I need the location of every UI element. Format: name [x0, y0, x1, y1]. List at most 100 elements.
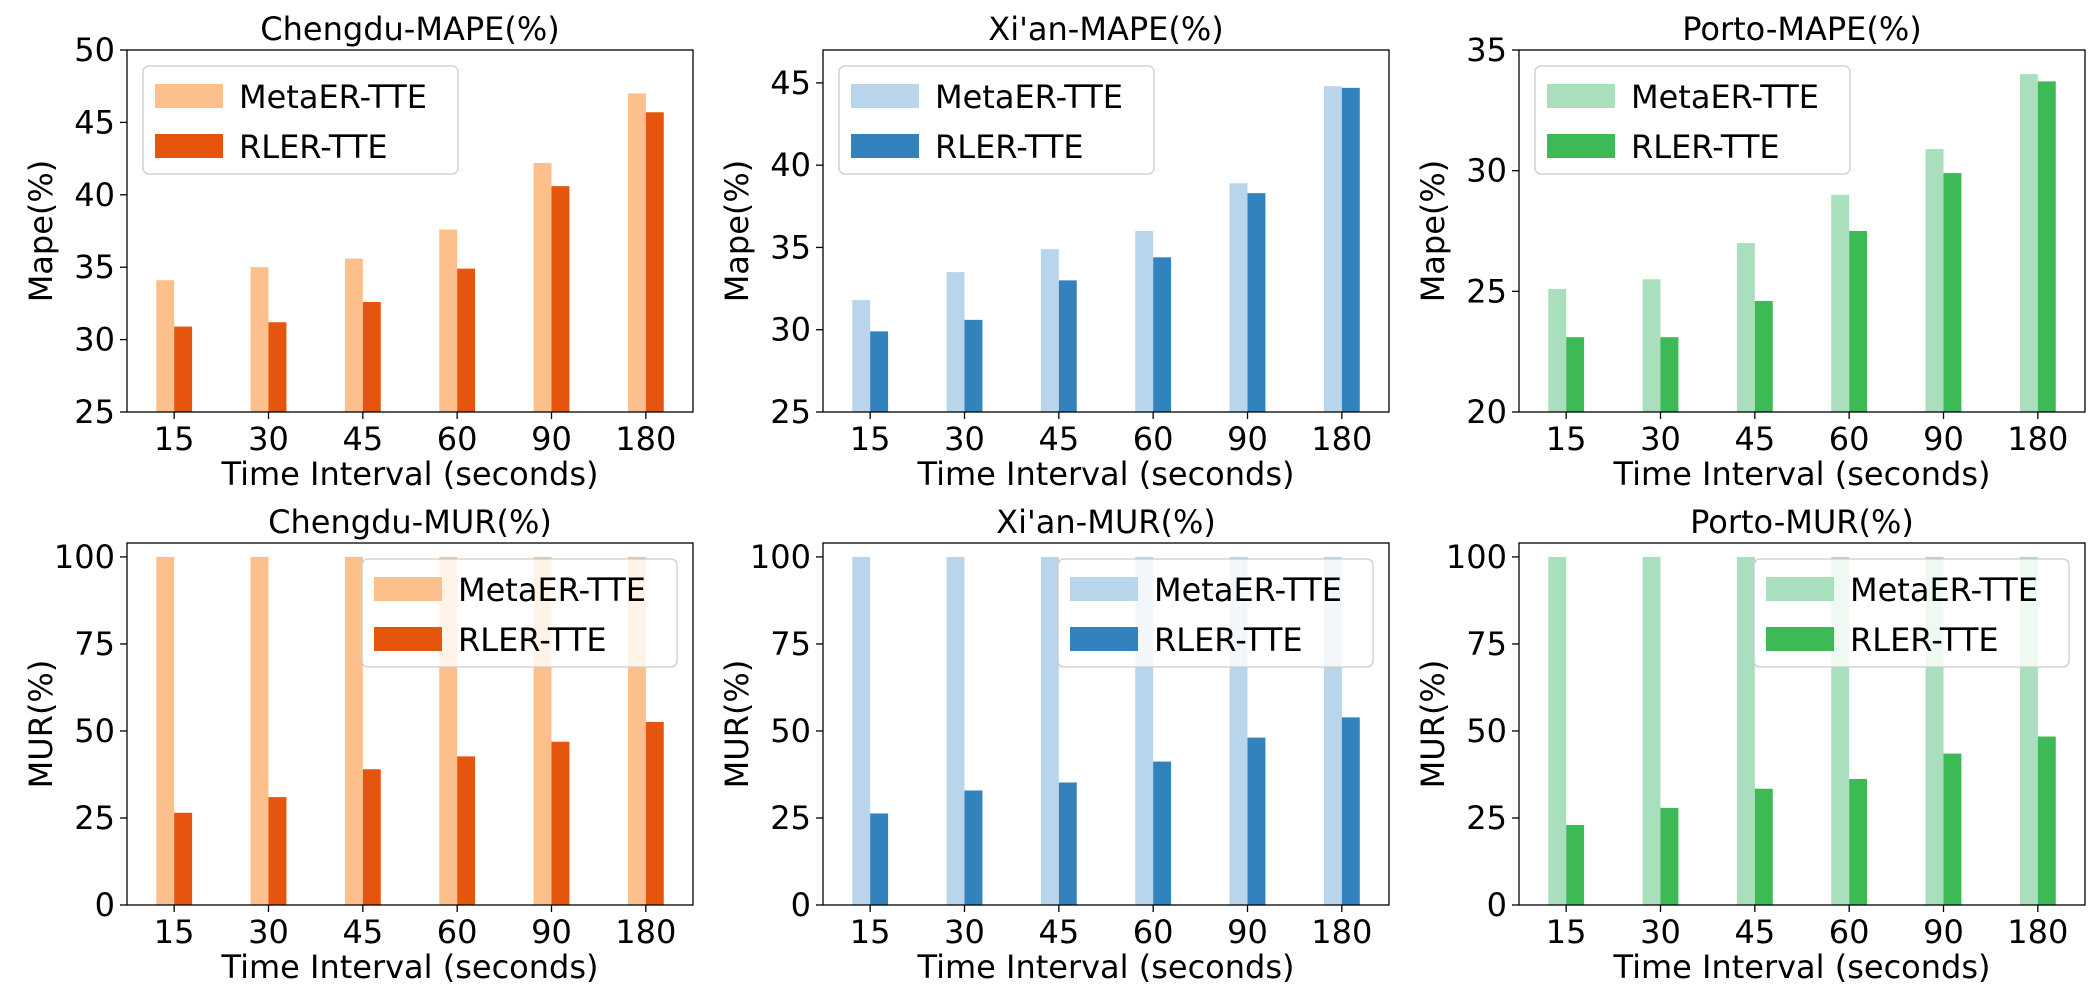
y-tick-label: 30: [74, 321, 115, 359]
bar-rler-tte-60: [1849, 231, 1868, 412]
bar-rler-tte-45: [1058, 280, 1077, 412]
bar-metaer-tte-30: [250, 556, 269, 905]
bar-metaer-tte-45: [1040, 249, 1059, 412]
bar-metaer-tte-30: [946, 556, 965, 905]
chart-title: Chengdu-MAPE(%): [260, 10, 559, 48]
x-tick-label: 180: [615, 913, 676, 951]
plot-frame: [126, 542, 694, 906]
legend-swatch: [1547, 134, 1615, 158]
x-tick-label: 60: [437, 913, 478, 951]
x-tick-label: 180: [615, 420, 676, 458]
bar-metaer-tte-30: [1642, 556, 1661, 905]
x-tick-label: 15: [154, 420, 195, 458]
x-tick-label: 90: [1923, 420, 1964, 458]
x-tick-label: 60: [1829, 420, 1870, 458]
x-axis-label: Time Interval (seconds): [221, 948, 599, 986]
x-tick-label: 45: [1734, 420, 1775, 458]
bar-rler-tte-15: [1566, 337, 1585, 412]
legend: MetaER-TTE RLER-TTE: [1057, 558, 1374, 668]
x-tick-label: 180: [2007, 913, 2068, 951]
legend-label: RLER-TTE: [1850, 621, 1999, 659]
porto-mape-chart: Porto-MAPE(%) 20 25 30 35 15 30 45 60 90 180 Time I…: [1414, 10, 2086, 493]
bar-metaer-tte-30: [1642, 279, 1661, 412]
y-tick-label: 0: [1487, 886, 1507, 924]
bar-rler-tte-45: [1754, 788, 1773, 905]
y-axis-label: Mape(%): [1414, 160, 1452, 303]
bar-rler-tte-90: [1247, 193, 1266, 412]
legend-swatch: [1766, 627, 1834, 651]
bar-metaer-tte-60: [1135, 231, 1154, 412]
y-tick-label: 45: [74, 103, 115, 141]
legend-swatch: [1766, 577, 1834, 601]
y-tick-label: 100: [54, 538, 115, 576]
y-axis-label: MUR(%): [22, 660, 60, 789]
plot-frame: [1518, 49, 2086, 413]
bar-metaer-tte-15: [1548, 288, 1567, 412]
y-tick-label: 25: [770, 799, 811, 837]
y-tick-label: 35: [74, 248, 115, 286]
bar-rler-tte-60: [457, 756, 476, 905]
bar-metaer-tte-90: [1925, 148, 1944, 413]
legend: MetaER-TTE RLER-TTE: [361, 558, 678, 668]
plot-frame: [1518, 542, 2086, 906]
bar-metaer-tte-15: [852, 300, 871, 412]
x-tick-label: 30: [1640, 420, 1681, 458]
y-tick-label: 0: [791, 886, 811, 924]
y-axis-label: MUR(%): [718, 660, 756, 789]
bar-rler-tte-15: [174, 812, 193, 905]
bar-rler-tte-180: [645, 112, 664, 412]
x-tick-label: 90: [1227, 420, 1268, 458]
y-tick-label: 25: [770, 393, 811, 431]
x-tick-label: 45: [1038, 913, 1079, 951]
y-tick-label: 100: [750, 538, 811, 576]
y-tick-label: 30: [770, 311, 811, 349]
bar-rler-tte-30: [964, 790, 983, 905]
bar-metaer-tte-180: [627, 93, 646, 412]
bar-rler-tte-30: [268, 322, 287, 412]
x-tick-label: 90: [531, 913, 572, 951]
bar-rler-tte-180: [1341, 717, 1360, 905]
legend: MetaER-TTE RLER-TTE: [1534, 65, 1851, 175]
chengdu-mur-chart: Chengdu-MUR(%) 0 25 50 75 100 15 30 45 60 90 180 Tim…: [22, 503, 694, 986]
bar-rler-tte-90: [1943, 753, 1962, 905]
legend-label: MetaER-TTE: [1850, 571, 2038, 609]
bar-rler-tte-180: [2037, 736, 2056, 905]
x-tick-label: 60: [437, 420, 478, 458]
bar-metaer-tte-15: [1548, 556, 1567, 905]
bar-metaer-tte-45: [1736, 556, 1755, 905]
y-tick-label: 75: [770, 625, 811, 663]
legend-swatch: [374, 627, 442, 651]
legend-swatch: [155, 84, 223, 108]
bar-rler-tte-60: [1153, 257, 1172, 412]
bar-rler-tte-60: [1153, 761, 1172, 905]
x-axis-label: Time Interval (seconds): [917, 455, 1295, 493]
x-tick-label: 15: [850, 913, 891, 951]
y-tick-label: 20: [1466, 393, 1507, 431]
y-tick-label: 50: [74, 712, 115, 750]
porto-mur-chart: Porto-MUR(%) 0 25 50 75 100 15 30 45 60 90 180 Time …: [1414, 503, 2086, 986]
legend: MetaER-TTE RLER-TTE: [1753, 558, 2070, 668]
x-tick-label: 60: [1133, 420, 1174, 458]
bar-rler-tte-45: [362, 301, 381, 412]
x-tick-label: 30: [1640, 913, 1681, 951]
y-tick-label: 45: [770, 64, 811, 102]
legend-label: RLER-TTE: [1154, 621, 1303, 659]
bar-metaer-tte-60: [1831, 194, 1850, 412]
x-axis-label: Time Interval (seconds): [221, 455, 599, 493]
bar-rler-tte-180: [645, 721, 664, 905]
bar-rler-tte-45: [1754, 300, 1773, 412]
bar-rler-tte-90: [551, 186, 570, 412]
bar-metaer-tte-60: [439, 229, 458, 412]
xian-mape-chart: Xi'an-MAPE(%) 25 30 35 40 45 15 30 45 60 90 180 Time…: [718, 10, 1390, 493]
legend-label: MetaER-TTE: [1631, 78, 1819, 116]
legend-swatch: [1070, 627, 1138, 651]
bar-rler-tte-60: [457, 268, 476, 412]
bar-rler-tte-30: [1660, 807, 1679, 905]
bar-rler-tte-90: [1943, 173, 1962, 412]
plot-frame: [822, 49, 1390, 413]
chart-title: Xi'an-MUR(%): [996, 503, 1216, 541]
x-tick-label: 30: [248, 420, 289, 458]
bar-rler-tte-45: [362, 769, 381, 905]
legend: MetaER-TTE RLER-TTE: [142, 65, 459, 175]
legend-label: RLER-TTE: [239, 128, 388, 166]
